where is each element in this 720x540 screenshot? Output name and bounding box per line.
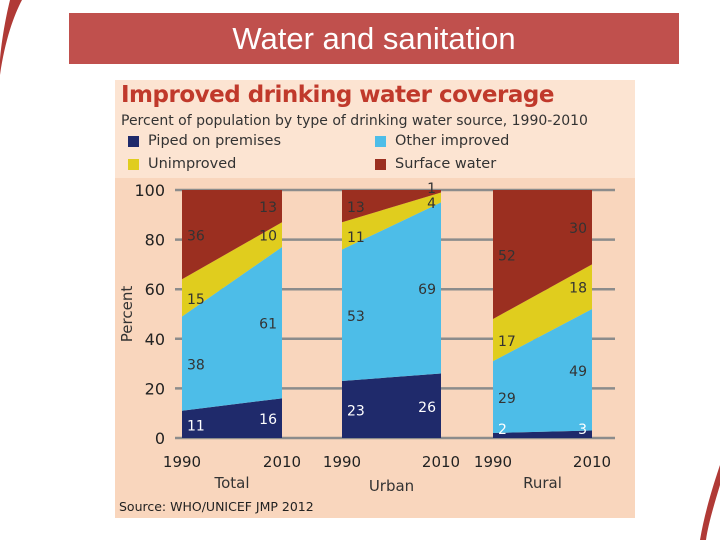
legend-swatch [375,135,386,147]
y-tick-label: 0 [155,429,165,448]
x-tick-label: 1990 [474,453,512,471]
data-label: 1 [427,181,436,197]
data-label: 26 [418,400,436,416]
area-urban-series-1 [342,202,441,381]
y-axis-label: Percent [118,286,136,343]
data-label: 13 [259,200,277,216]
legend-item-other-improved: Other improved [375,133,509,149]
chart-title: Improved drinking water coverage [121,82,554,108]
legend-label: Surface water [395,156,497,172]
data-label: 18 [569,281,587,297]
legend-label: Piped on premises [148,133,282,149]
data-label: 4 [427,196,436,212]
data-label: 17 [498,334,516,350]
chart-container: Improved drinking water coverage Percent… [115,80,635,518]
legend-item-unimproved: Unimproved [128,156,236,172]
panel-label: Urban [369,477,414,495]
data-label: 36 [187,229,205,245]
area-total-series-3 [182,190,282,280]
area-total-series-0 [182,398,282,438]
data-label: 38 [187,358,205,374]
y-tick-label: 60 [145,280,165,299]
legend-item-piped: Piped on premises [128,133,281,149]
x-tick-label: 2010 [573,453,611,471]
legend-item-surface-water: Surface water [375,156,496,172]
corner-swoosh-top-left [0,0,22,75]
area-total-series-1 [182,247,282,411]
area-total-series-2 [182,222,282,317]
chart-header: Improved drinking water coverage Percent… [115,80,635,178]
data-label: 11 [347,230,365,246]
data-label: 49 [569,364,587,380]
data-label: 52 [498,248,516,264]
chart-subtitle: Percent of population by type of drinkin… [121,113,588,129]
y-tick-label: 20 [145,379,165,398]
data-label: 2 [498,422,507,438]
data-label: 23 [347,403,365,419]
area-urban-series-3 [342,190,441,223]
legend-label: Other improved [395,133,510,149]
area-urban-series-2 [342,192,441,250]
x-tick-label: 1990 [323,453,361,471]
corner-swoosh-bottom-right [700,465,720,540]
y-tick-label: 80 [145,231,165,250]
panel-label: Total [213,474,249,492]
data-label: 29 [498,391,516,407]
y-tick-label: 100 [134,181,165,200]
area-rural-series-2 [493,264,592,362]
data-label: 11 [187,418,205,434]
legend-swatch [128,158,139,170]
slide-title: Water and sanitation [69,13,679,64]
y-tick-label: 40 [145,330,165,349]
x-tick-label: 1990 [163,453,201,471]
legend-swatch [375,158,386,170]
x-tick-label: 2010 [263,453,301,471]
panel-label: Rural [523,474,562,492]
chart-source: Source: WHO/UNICEF JMP 2012 [119,499,314,514]
data-label: 61 [259,317,277,333]
legend-swatch [128,135,139,147]
data-label: 69 [418,282,436,298]
data-label: 15 [187,292,205,308]
area-rural-series-1 [493,309,592,434]
area-urban-series-0 [342,373,441,438]
data-label: 30 [569,221,587,237]
x-tick-label: 2010 [422,453,460,471]
data-label: 16 [259,412,277,428]
data-label: 3 [578,422,587,438]
legend-label: Unimproved [148,156,237,172]
data-label: 10 [259,229,277,245]
data-label: 53 [347,309,365,325]
area-rural-series-3 [493,190,592,319]
data-label: 13 [347,200,365,216]
area-rural-series-0 [493,430,592,438]
